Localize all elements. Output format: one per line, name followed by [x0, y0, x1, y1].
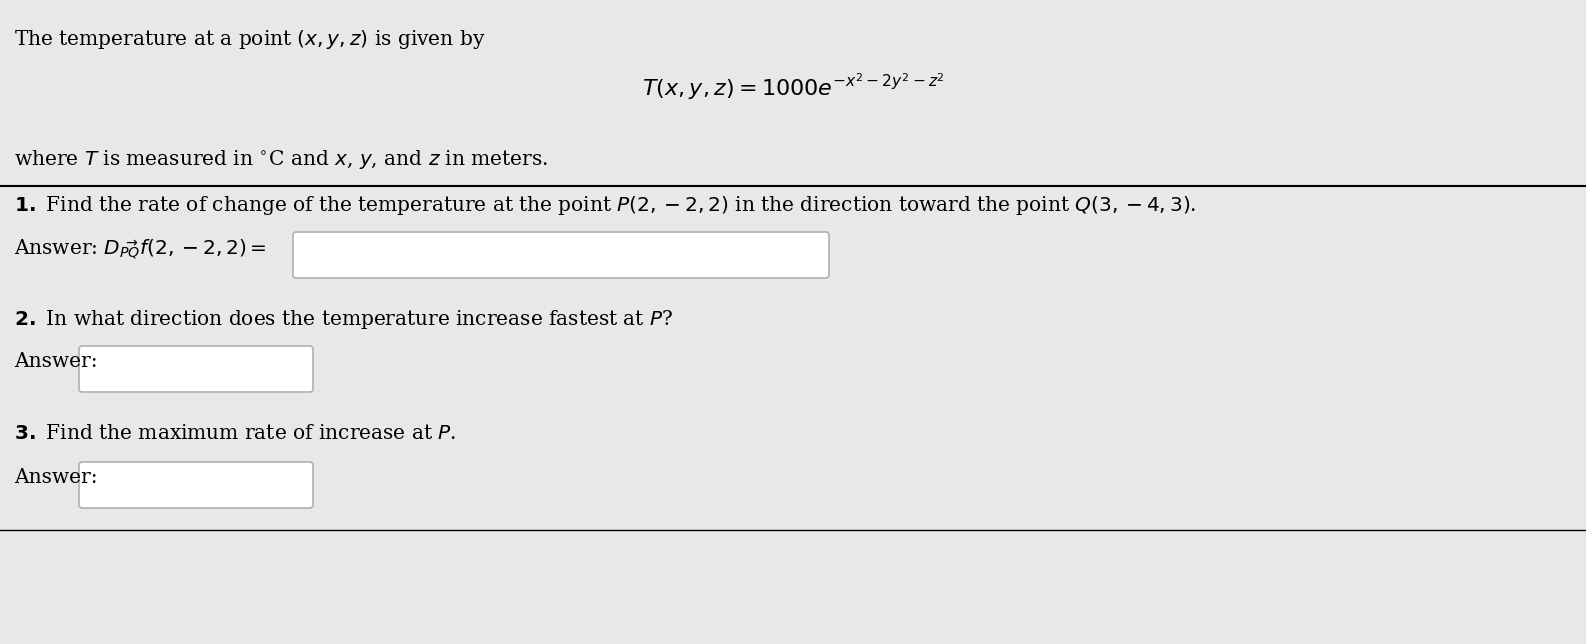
Text: $\mathbf{3.}$ Find the maximum rate of increase at $P$.: $\mathbf{3.}$ Find the maximum rate of i… [14, 424, 457, 443]
Text: where $T$ is measured in $^{\circ}$C and $x$, $y$, and $z$ in meters.: where $T$ is measured in $^{\circ}$C and… [14, 148, 549, 171]
FancyBboxPatch shape [79, 462, 312, 508]
Text: $\mathbf{1.}$ Find the rate of change of the temperature at the point $P(2, -2, : $\mathbf{1.}$ Find the rate of change of… [14, 194, 1196, 217]
Text: Answer:: Answer: [14, 468, 98, 487]
Text: $\mathbf{2.}$ In what direction does the temperature increase fastest at $P$?: $\mathbf{2.}$ In what direction does the… [14, 308, 674, 331]
Text: Answer:: Answer: [14, 352, 98, 371]
Text: $T(x, y, z) = 1000e^{-x^2-2y^2-z^2}$: $T(x, y, z) = 1000e^{-x^2-2y^2-z^2}$ [642, 72, 944, 102]
FancyBboxPatch shape [79, 346, 312, 392]
Text: The temperature at a point $(x, y, z)$ is given by: The temperature at a point $(x, y, z)$ i… [14, 28, 485, 51]
Text: Answer: $D_{\overrightarrow{PQ}}f(2, -2, 2) =$: Answer: $D_{\overrightarrow{PQ}}f(2, -2,… [14, 238, 266, 261]
FancyBboxPatch shape [293, 232, 829, 278]
